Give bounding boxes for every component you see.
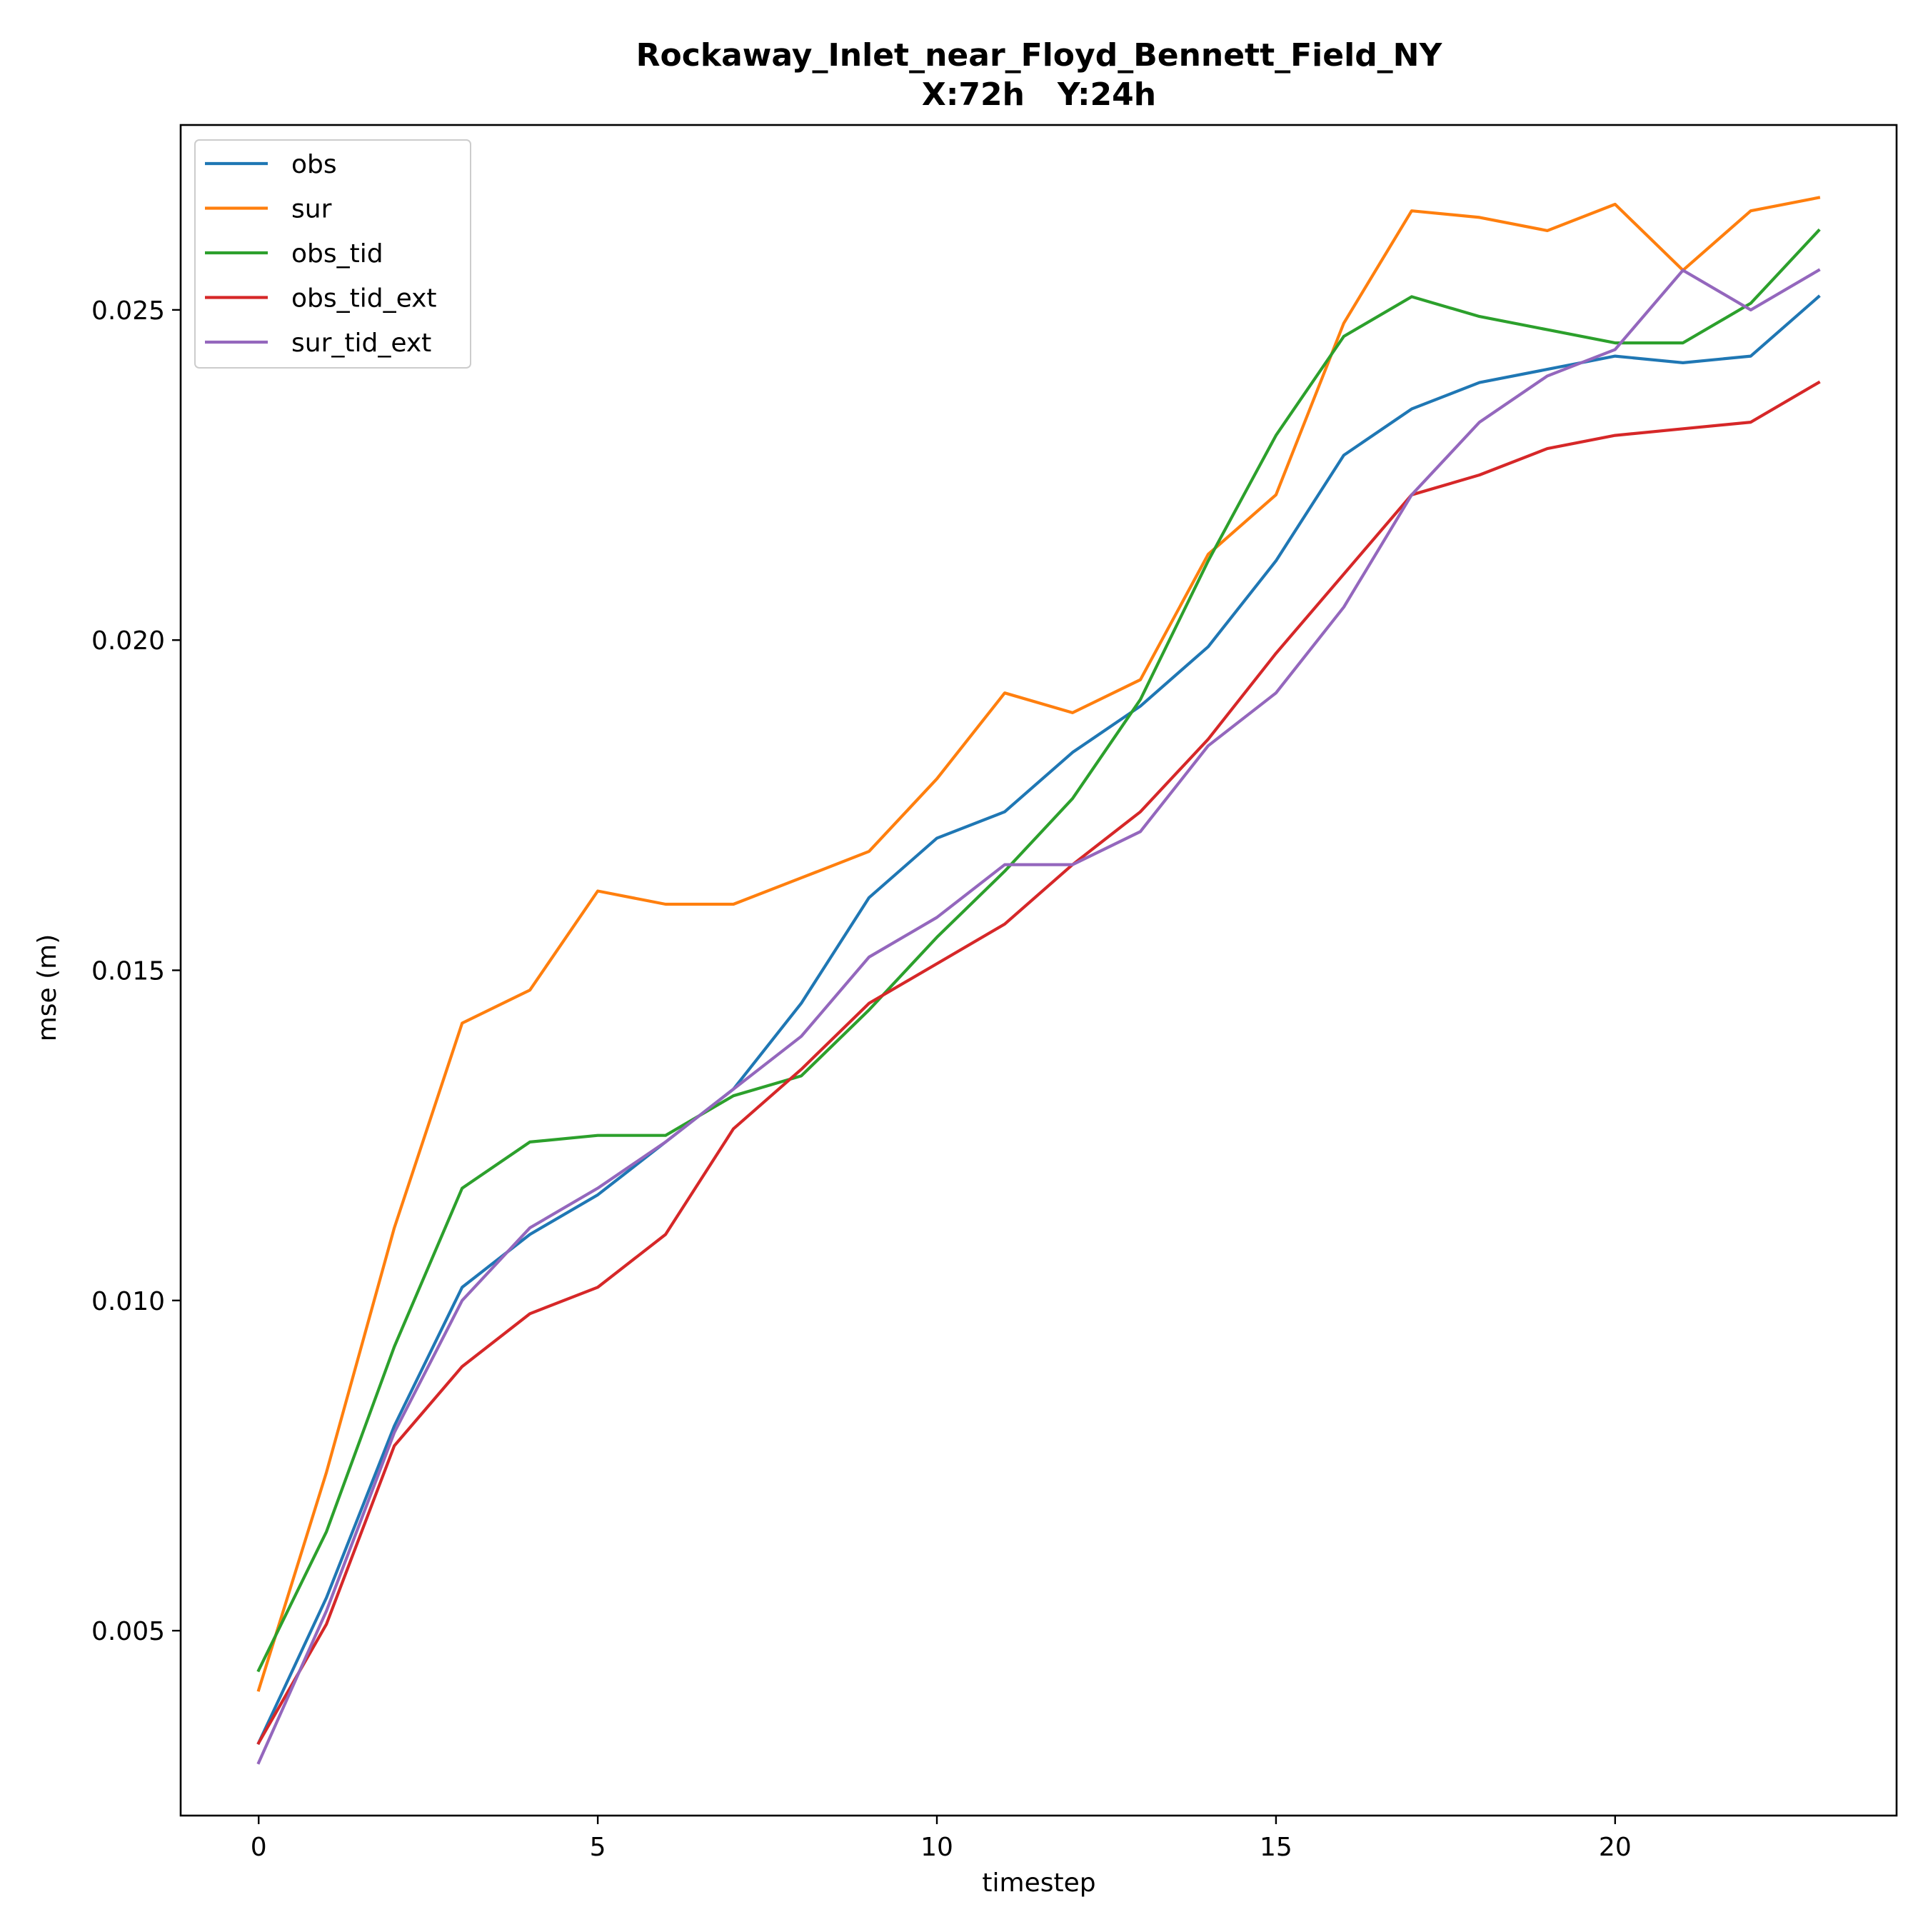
plot-area: 0 5 10 15 20 0.005 0.010 0.015 0.020 0.025 bbox=[91, 124, 1898, 1862]
series-line-sur-tid-ext bbox=[256, 268, 1821, 1765]
y-axis-label: mse (m) bbox=[33, 934, 62, 1042]
x-tick-label: 0 bbox=[251, 1833, 267, 1862]
series-line-obs-tid-ext bbox=[256, 380, 1821, 1746]
chart-title: Rockaway_Inlet_near_Floyd_Bennett_Field_… bbox=[636, 37, 1443, 74]
legend: obs sur obs_tid obs_tid_ext sur_tid_ext bbox=[194, 139, 471, 369]
x-tick-label: 10 bbox=[920, 1833, 953, 1862]
x-tick-label: 15 bbox=[1260, 1833, 1292, 1862]
series-line-sur bbox=[256, 196, 1821, 1692]
y-tick-label: 0.015 bbox=[91, 957, 165, 986]
legend-label-obs: obs bbox=[291, 150, 337, 179]
x-axis-label: timestep bbox=[982, 1868, 1095, 1898]
y-tick-label: 0.025 bbox=[91, 296, 165, 326]
y-tick-label: 0.020 bbox=[91, 626, 165, 656]
legend-label-sur: sur bbox=[291, 195, 332, 224]
chart-subtitle: X:72h Y:24h bbox=[922, 76, 1156, 113]
legend-label-obs-tid-ext: obs_tid_ext bbox=[291, 284, 437, 314]
y-tick-label: 0.010 bbox=[91, 1287, 165, 1316]
legend-label-sur-tid-ext: sur_tid_ext bbox=[291, 329, 431, 358]
axes-frame bbox=[179, 124, 1898, 1817]
series-line-obs bbox=[256, 294, 1821, 1746]
y-tick-label: 0.005 bbox=[91, 1617, 165, 1646]
legend-label-obs-tid: obs_tid bbox=[291, 239, 383, 269]
x-tick-label: 5 bbox=[590, 1833, 606, 1862]
x-tick-label: 20 bbox=[1599, 1833, 1632, 1862]
legend-box bbox=[194, 139, 471, 369]
series-line-obs-tid bbox=[256, 228, 1821, 1673]
